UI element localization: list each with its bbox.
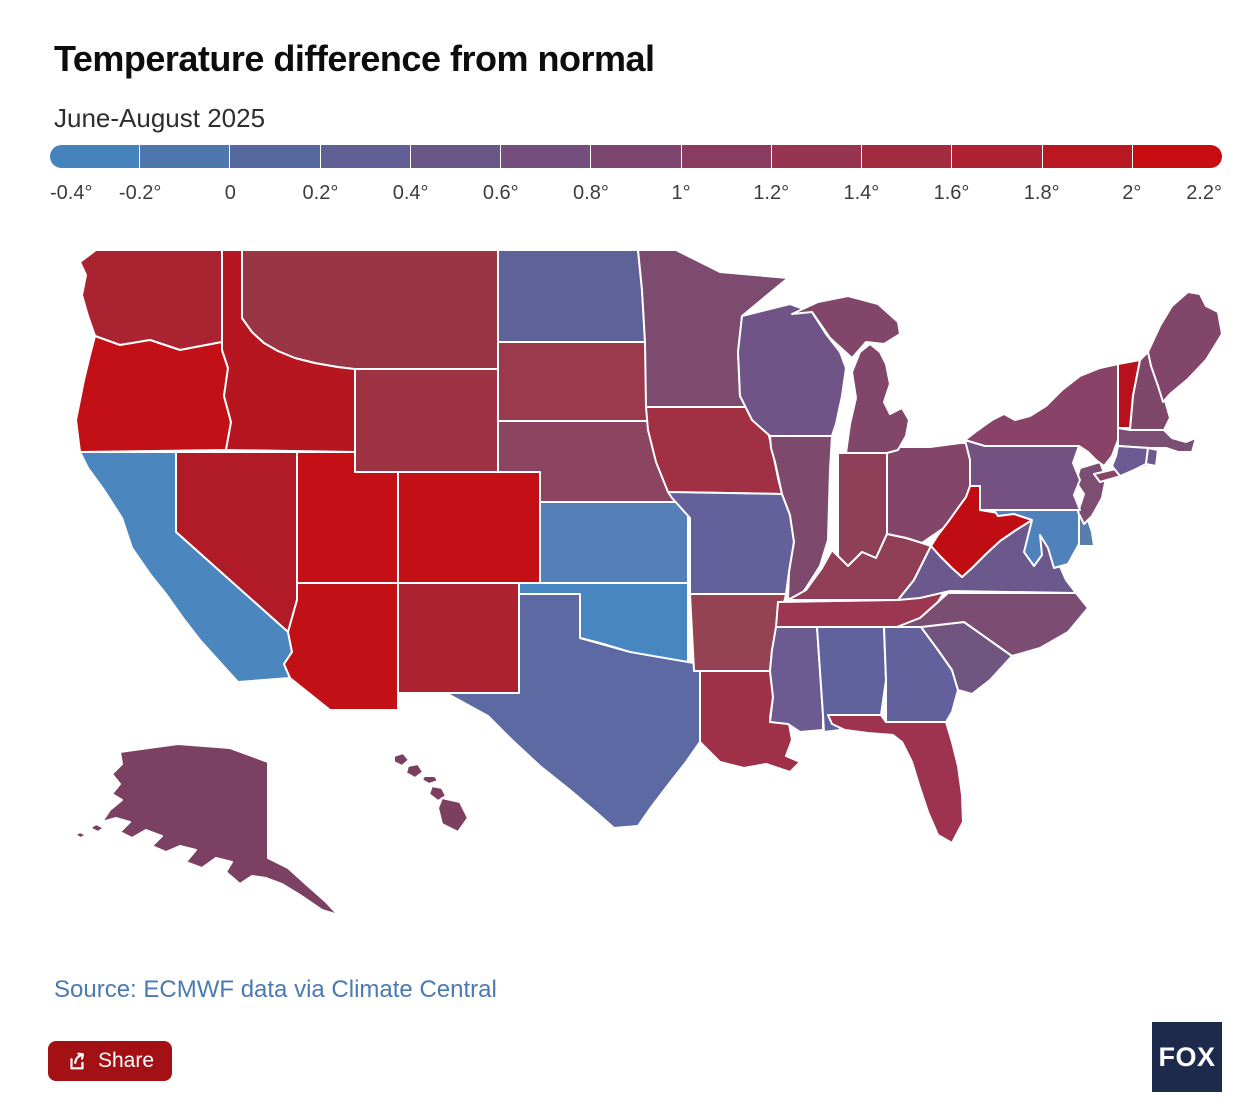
state-rhode-island[interactable] — [1145, 447, 1159, 467]
state-michigan-upper[interactable] — [791, 295, 901, 359]
state-illinois[interactable] — [769, 435, 833, 603]
legend-tick-label: 1.2° — [753, 182, 790, 204]
state-texas[interactable] — [445, 593, 701, 829]
state-alaska-aleutian-island[interactable] — [89, 823, 105, 833]
state-florida[interactable] — [827, 714, 964, 844]
share-icon — [70, 1052, 85, 1070]
chart-subtitle: June-August 2025 — [54, 103, 266, 133]
state-new-mexico[interactable] — [397, 582, 520, 694]
color-scale-labels: -0.4° -0.2° 0 0.2° 0.4° 0.6° 0.8° 1° 1.2° 1.4° 1.6… — [50, 182, 1222, 208]
state-hawaii-molokai[interactable] — [421, 775, 439, 785]
state-north-carolina[interactable] — [896, 592, 1089, 657]
legend-segment — [952, 145, 1042, 168]
legend-segment — [50, 145, 140, 168]
state-washington[interactable] — [79, 249, 223, 351]
legend-segment — [1132, 145, 1222, 168]
legend-tick-label: 0.6° — [482, 182, 519, 204]
legend-segment — [1042, 145, 1132, 168]
legend-segment — [862, 145, 952, 168]
state-arizona[interactable] — [283, 582, 399, 711]
legend-tick-label: 1.6° — [933, 182, 970, 204]
legend-tick-label: 2.2° — [1186, 182, 1222, 204]
legend-segment — [771, 145, 862, 168]
state-alaska[interactable] — [101, 743, 339, 916]
state-utah[interactable] — [296, 451, 399, 584]
state-north-dakota[interactable] — [497, 249, 646, 343]
state-mississippi[interactable] — [769, 626, 824, 733]
state-colorado[interactable] — [397, 471, 541, 584]
state-maine[interactable] — [1147, 291, 1223, 403]
legend-segment — [230, 145, 320, 168]
state-new-york[interactable] — [964, 363, 1119, 467]
state-maryland[interactable] — [993, 509, 1080, 569]
legend-tick-label: 2° — [1122, 182, 1142, 204]
state-wyoming[interactable] — [354, 368, 499, 473]
legend-tick-label: 1° — [671, 182, 691, 204]
state-pennsylvania[interactable] — [964, 439, 1081, 511]
state-kansas[interactable] — [539, 501, 689, 584]
fox-logo: FOX — [1152, 1022, 1222, 1092]
share-button[interactable]: Share — [48, 1041, 173, 1081]
state-alaska-aleutian-island[interactable] — [74, 831, 87, 839]
legend-tick-label: 0.8° — [573, 182, 609, 204]
state-hawaii-kauai[interactable] — [393, 752, 410, 767]
page-title: Temperature difference from normal — [54, 38, 655, 79]
legend-segment — [501, 145, 591, 168]
state-connecticut[interactable] — [1111, 445, 1149, 477]
legend-segment — [681, 145, 771, 168]
state-oregon[interactable] — [75, 335, 232, 453]
legend-tick-label: -0.2° — [118, 182, 162, 204]
state-michigan-lower[interactable] — [845, 343, 910, 454]
legend-segment — [140, 145, 230, 168]
color-scale-legend: -0.4° -0.2° 0 0.2° 0.4° 0.6° 0.8° 1° 1.2° 1.4° 1.6… — [50, 145, 1222, 208]
fox-logo-text: FOX — [1158, 1041, 1216, 1072]
legend-tick-label: 1.8° — [1023, 182, 1060, 204]
legend-tick-label: 0.2° — [302, 182, 339, 204]
state-montana[interactable] — [241, 249, 499, 370]
state-hawaii-oahu[interactable] — [405, 763, 424, 779]
legend-segment — [591, 145, 681, 168]
source-attribution-link[interactable]: Source: ECMWF data via Climate Central — [54, 976, 497, 1003]
legend-tick-label: 0.4° — [392, 182, 429, 204]
legend-tick-label: 0 — [224, 182, 236, 204]
state-hawaii-big-island[interactable] — [437, 797, 469, 833]
legend-tick-label: -0.4° — [50, 182, 93, 204]
legend-tick-label: 1.4° — [843, 182, 880, 204]
legend-segment — [410, 145, 501, 168]
state-south-dakota[interactable] — [497, 341, 651, 422]
share-button-label: Share — [98, 1049, 155, 1072]
color-scale-bar — [50, 145, 1222, 168]
state-california[interactable] — [79, 451, 293, 683]
legend-segment — [320, 145, 410, 168]
